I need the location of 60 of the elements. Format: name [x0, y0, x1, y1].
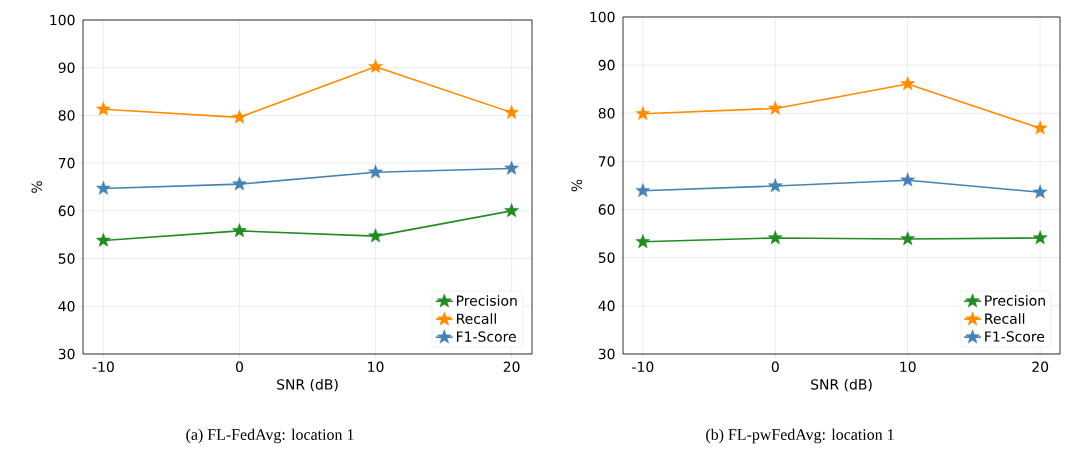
x-axis-title: SNR (dB): [811, 378, 872, 392]
point: [767, 230, 783, 245]
x-tick-label: 10: [368, 361, 384, 373]
y-tick-label: 70: [58, 157, 75, 169]
y-tick-label: 30: [598, 348, 615, 360]
point: [635, 106, 651, 121]
point: [767, 100, 783, 115]
point: [635, 234, 651, 249]
point: [1032, 184, 1048, 199]
y-tick-label: 30: [58, 348, 75, 360]
text: (b) FL-pwFedAvg: location 1: [706, 428, 894, 444]
x-tick-label: 10: [900, 361, 916, 373]
point: [900, 172, 916, 187]
x-tick-label: -10: [632, 361, 654, 373]
point: [368, 164, 383, 179]
point: [635, 183, 651, 198]
x-tick-label: -10: [92, 361, 114, 373]
legend-label: Recall: [456, 313, 496, 325]
y-tick-label: 40: [598, 300, 615, 312]
legend-label: F1-Score: [985, 331, 1045, 342]
y-tick-label: 60: [598, 204, 615, 215]
point: [504, 160, 519, 175]
point: [96, 232, 111, 247]
point: [1032, 230, 1048, 245]
point: [232, 176, 247, 191]
x-axis-title: SNR (dB): [277, 378, 338, 392]
x-tick-label: 20: [1032, 361, 1049, 373]
y-tick-label: 40: [58, 301, 75, 312]
text: (a) FL-FedAvg: location 1: [186, 428, 354, 444]
y-tick-label: 100: [50, 14, 75, 26]
legend-label: F1-Score: [456, 331, 516, 342]
legend-label: Recall: [985, 313, 1025, 324]
y-axis-title: %: [31, 181, 43, 193]
y-tick-label: 50: [598, 252, 615, 263]
x-tick-label: 0: [235, 361, 243, 373]
point: [368, 228, 383, 243]
y-tick-label: 60: [58, 205, 75, 217]
point: [767, 178, 783, 193]
x-tick-label: 20: [503, 361, 520, 373]
point: [96, 180, 111, 195]
point: [504, 104, 519, 119]
y-tick-label: 100: [590, 11, 615, 23]
y-tick-label: 80: [598, 108, 615, 119]
point: [96, 101, 111, 116]
legend-label: Precision: [456, 295, 517, 306]
y-tick-label: 90: [598, 59, 615, 71]
legend-label: Precision: [985, 295, 1045, 306]
y-tick-label: 90: [58, 62, 75, 73]
x-tick-label: 0: [771, 361, 779, 373]
y-tick-label: 80: [58, 110, 75, 121]
y-tick-label: 70: [598, 156, 615, 167]
point: [232, 223, 247, 238]
point: [1032, 120, 1048, 135]
point: [504, 203, 519, 218]
point: [368, 59, 383, 74]
y-axis-title: %: [571, 179, 583, 192]
point: [232, 109, 247, 124]
point: [900, 231, 916, 246]
point: [900, 76, 916, 91]
y-tick-label: 50: [58, 253, 75, 264]
